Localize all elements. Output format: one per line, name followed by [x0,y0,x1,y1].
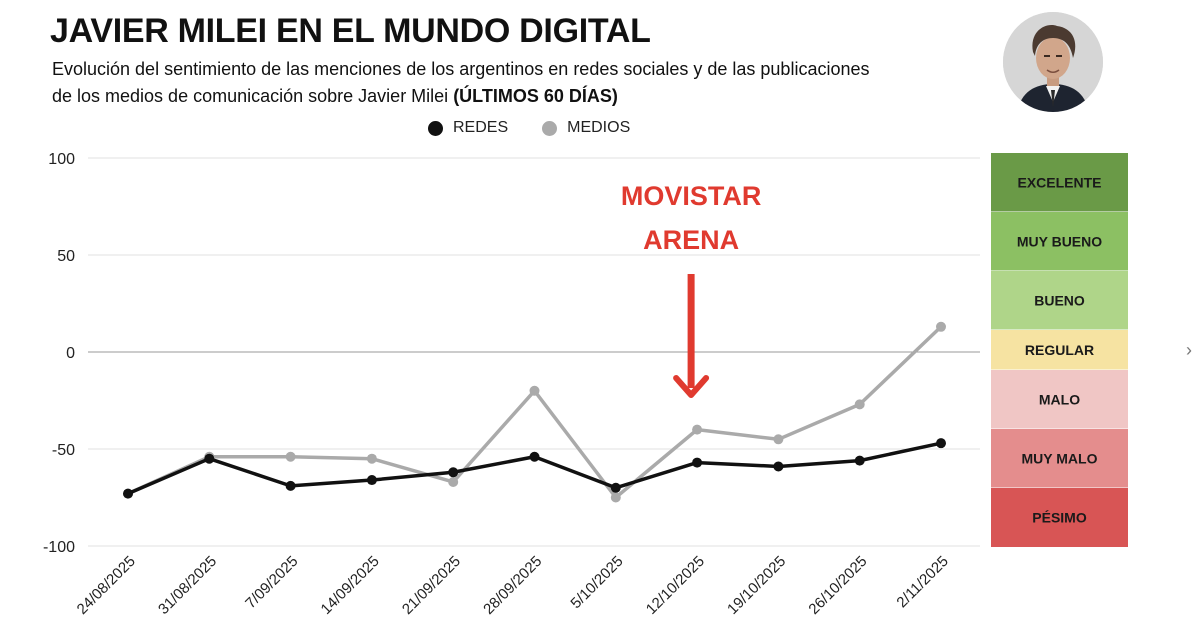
data-point-medios [773,434,784,445]
x-tick-label: 21/09/2025 [399,553,464,618]
scale-band-muy-malo [991,429,1128,488]
scale-band-regular [991,330,1128,370]
y-tick-label: -50 [52,442,75,459]
data-point-medios [448,476,459,487]
scale-band-label: REGULAR [1025,342,1094,358]
data-point-redes [366,475,377,486]
x-tick-label: 26/10/2025 [805,553,870,618]
scale-band-bueno [991,271,1128,330]
scale-band-pésimo [991,488,1128,547]
data-point-medios [529,385,540,396]
data-point-medios [285,451,296,462]
data-point-redes [854,455,865,466]
x-tick-label: 31/08/2025 [155,553,220,618]
annotation-label-line2: ARENA [643,225,739,255]
chart-title: JAVIER MILEI EN EL MUNDO DIGITAL [50,12,651,50]
data-point-redes [285,480,296,491]
y-tick-label: 0 [66,345,75,362]
legend-marker-medios [542,120,558,136]
data-point-redes [448,467,459,478]
legend-item-medios[interactable]: MEDIOS [542,119,630,137]
y-tick-label: -100 [43,539,75,556]
chart-legend: REDES MEDIOS [428,118,630,138]
subtitle-line-1: Evolución del sentimiento de las mencion… [52,59,870,79]
data-point-medios [692,424,703,435]
scale-band-label: PÉSIMO [1032,510,1087,526]
x-tick-label: 19/10/2025 [724,553,789,618]
annotation-label-line1: MOVISTAR [621,181,762,211]
chart-subtitle: Evolución del sentimiento de las mencion… [52,56,972,110]
next-chevron-icon[interactable]: › [1186,340,1192,360]
x-tick-label: 24/08/2025 [74,553,139,618]
series-line-redes [126,441,943,496]
annotation-arrow-head-icon [673,375,710,398]
data-point-redes [610,482,621,493]
x-tick-label: 2/11/2025 [893,553,951,611]
x-tick-label: 5/10/2025 [567,553,626,612]
scale-band-muy-bueno [991,212,1128,271]
scale-band-malo [991,370,1128,429]
x-tick-label: 28/09/2025 [480,553,545,618]
scale-band-excelente [991,153,1128,212]
scale-band-label: EXCELENTE [1017,175,1101,191]
portrait-image [1003,12,1103,112]
data-point-redes [529,451,540,462]
y-tick-label: 100 [48,151,75,168]
legend-marker-redes [428,120,443,136]
data-point-redes [204,453,215,464]
data-point-redes [936,438,946,449]
data-point-medios [936,321,946,332]
data-point-medios [854,399,865,410]
data-point-medios [610,492,621,503]
data-point-redes [692,457,703,468]
x-tick-label: 12/10/2025 [643,553,708,618]
legend-label-redes: REDES [453,119,509,136]
subtitle-period: (ÚLTIMOS 60 DÍAS) [453,86,618,106]
portrait-avatar [1003,12,1103,112]
data-point-medios [366,453,377,464]
scale-band-label: MALO [1039,392,1080,408]
subtitle-line-2: de los medios de comunicación sobre Javi… [52,86,454,106]
data-point-redes [773,461,784,472]
x-tick-label: 14/09/2025 [318,553,383,618]
x-tick-label: 7/09/2025 [242,553,301,612]
scale-band-label: MUY BUENO [1017,234,1102,250]
legend-item-redes[interactable]: REDES [428,119,508,137]
data-point-redes [123,488,133,499]
y-tick-label: 50 [57,248,75,265]
legend-label-medios: MEDIOS [567,119,631,136]
scale-band-label: BUENO [1034,293,1085,309]
scale-band-label: MUY MALO [1022,451,1098,467]
